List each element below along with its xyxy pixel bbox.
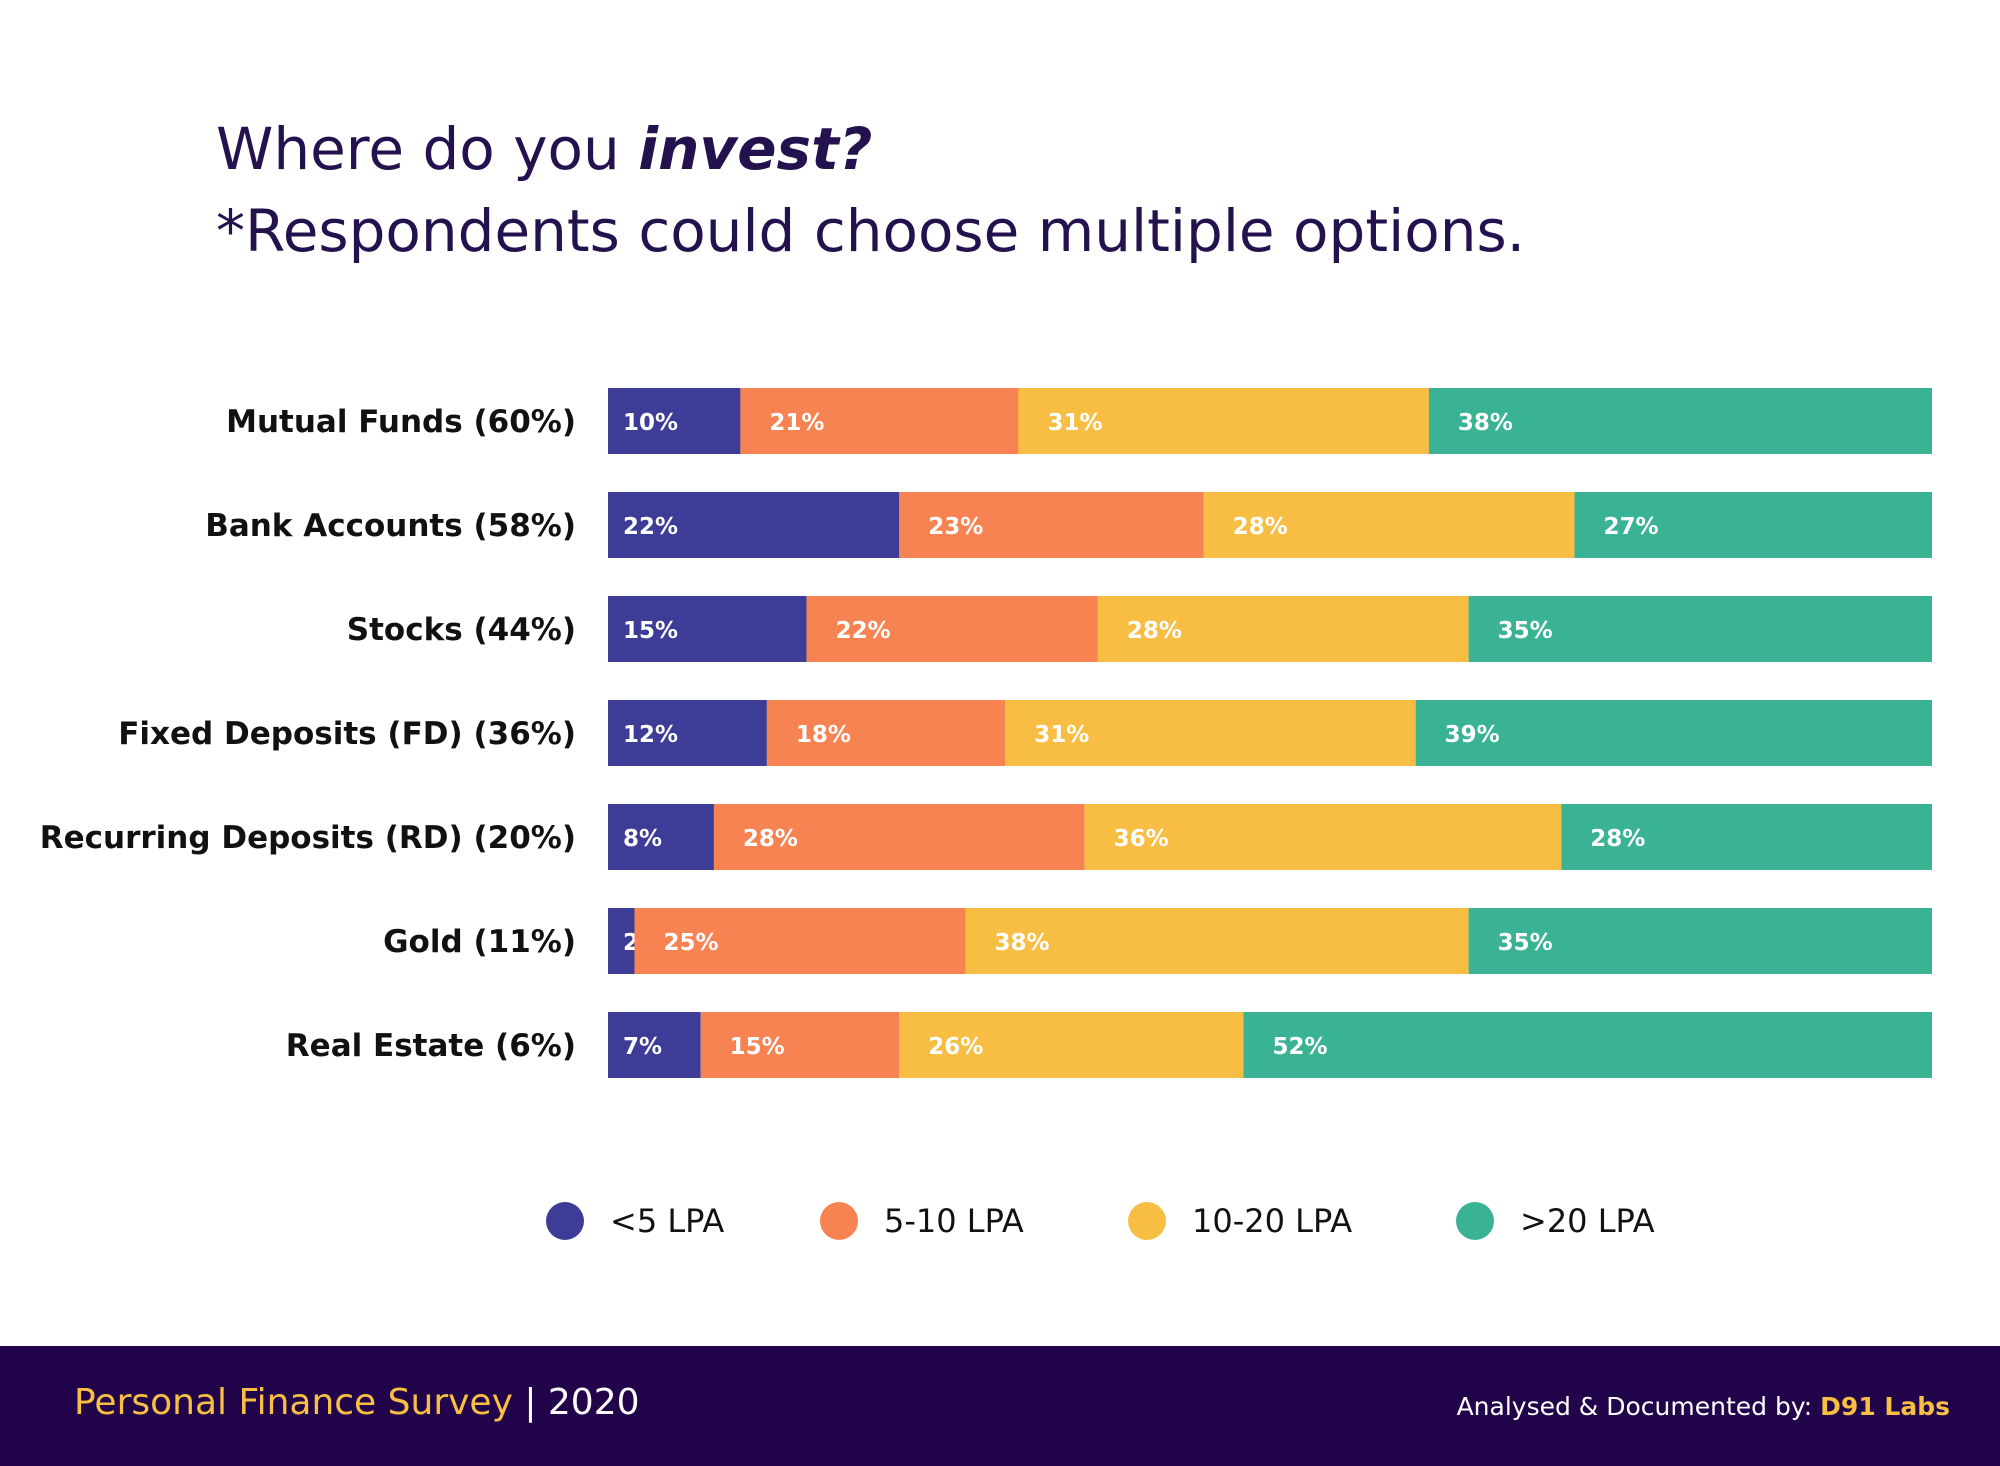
bar-segment [1084, 804, 1562, 870]
category-label: Bank Accounts (58%) [205, 508, 576, 544]
bar-data-label: 18% [796, 722, 851, 748]
bar-data-label: 31% [1034, 722, 1089, 748]
footer-bar: Personal Finance Survey | 2020 Analysed … [0, 1346, 2000, 1466]
bar-segment [1203, 492, 1575, 558]
bar-segment [1428, 388, 1932, 454]
credit-brand: D91 Labs [1820, 1392, 1950, 1421]
legend-swatch-icon [820, 1202, 858, 1240]
bar-segment [965, 908, 1469, 974]
bar-segment [1243, 1012, 1932, 1078]
legend-item-5-10: 5-10 LPA [820, 1198, 1024, 1244]
bar-segment [1018, 388, 1429, 454]
legend-item-lt5: <5 LPA [546, 1198, 724, 1244]
bar-data-label: 15% [730, 1034, 785, 1060]
bar-segment [899, 492, 1204, 558]
bar-data-label: 21% [769, 410, 824, 436]
legend-item-gt20: >20 LPA [1456, 1198, 1655, 1244]
category-label: Fixed Deposits (FD) (36%) [118, 716, 576, 752]
bar-segment [1561, 804, 1932, 870]
bar-data-label: 38% [994, 930, 1049, 956]
credit-prefix: Analysed & Documented by: [1456, 1392, 1821, 1421]
bar-data-label: 12% [623, 722, 678, 748]
bar-data-label: 10% [623, 410, 678, 436]
title-prefix: Where do you [216, 115, 639, 183]
bar-segment [1574, 492, 1932, 558]
legend-swatch-icon [546, 1202, 584, 1240]
bar-segment [608, 804, 714, 870]
legend-item-10-20: 10-20 LPA [1128, 1198, 1352, 1244]
survey-title: Personal Finance Survey | 2020 [74, 1382, 640, 1423]
category-label: Real Estate (6%) [286, 1028, 576, 1064]
title-line-2: *Respondents could choose multiple optio… [216, 197, 1526, 265]
bar-data-label: 31% [1047, 410, 1102, 436]
bar-segment [608, 388, 741, 454]
bar-data-label: 52% [1273, 1034, 1328, 1060]
bar-data-label: 8% [623, 826, 662, 852]
bar-segment [634, 908, 966, 974]
bar-data-label: 36% [1114, 826, 1169, 852]
legend-label: <5 LPA [610, 1202, 725, 1240]
survey-name: Personal Finance Survey [74, 1382, 513, 1423]
legend-swatch-icon [1456, 1202, 1494, 1240]
bar-data-label: 38% [1458, 410, 1513, 436]
title-line-1: Where do you invest? [216, 108, 1525, 190]
title-emphasis: invest? [638, 115, 873, 183]
bar-segment [608, 492, 900, 558]
bar-segment [713, 804, 1085, 870]
bar-data-label: 27% [1604, 514, 1659, 540]
bar-data-label: 15% [623, 618, 678, 644]
bar-data-label: 28% [1233, 514, 1288, 540]
bar-data-label: 22% [836, 618, 891, 644]
bar-segment [766, 700, 1006, 766]
bar-data-label: 35% [1498, 618, 1553, 644]
category-label: Recurring Deposits (RD) (20%) [40, 820, 576, 856]
bar-data-label: 28% [1127, 618, 1182, 644]
bar-segment [608, 1012, 701, 1078]
stacked-bar-chart: Mutual Funds (60%) 10% 21% 31% 38% Bank Accou… [40, 388, 1932, 1078]
chart-title: Where do you invest? *Respondents could … [216, 108, 1525, 272]
credit-line: Analysed & Documented by: D91 Labs [1457, 1392, 1950, 1421]
bar-segment [608, 908, 635, 974]
bar-segment [1468, 596, 1932, 662]
bar-segment [608, 596, 807, 662]
bar-data-label: 7% [623, 1034, 662, 1060]
survey-separator: | [512, 1382, 548, 1423]
legend-label: 5-10 LPA [884, 1202, 1024, 1240]
bar-data-label: 22% [623, 514, 678, 540]
bar-data-label: 25% [663, 930, 718, 956]
bar-segment [899, 1012, 1244, 1078]
bar-segment [740, 388, 1019, 454]
category-label: Stocks (44%) [347, 612, 576, 648]
bar-data-label: 28% [743, 826, 798, 852]
bar-data-label: 35% [1498, 930, 1553, 956]
bar-segment [1468, 908, 1932, 974]
bar-data-label: 28% [1590, 826, 1645, 852]
bar-data-label: 39% [1445, 722, 1500, 748]
bar-segment [1415, 700, 1932, 766]
bar-segment [806, 596, 1098, 662]
survey-year: 2020 [547, 1382, 640, 1423]
bar-segment [1005, 700, 1416, 766]
bar-data-label: 23% [928, 514, 983, 540]
category-label: Gold (11%) [383, 924, 576, 960]
category-label: Mutual Funds (60%) [226, 404, 576, 440]
bar-segment [608, 700, 767, 766]
legend-swatch-icon [1128, 1202, 1166, 1240]
bar-segment [700, 1012, 900, 1078]
bar-segment [1097, 596, 1469, 662]
legend-label: >20 LPA [1520, 1202, 1655, 1240]
bar-data-label: 26% [928, 1034, 983, 1060]
legend-label: 10-20 LPA [1192, 1202, 1353, 1240]
